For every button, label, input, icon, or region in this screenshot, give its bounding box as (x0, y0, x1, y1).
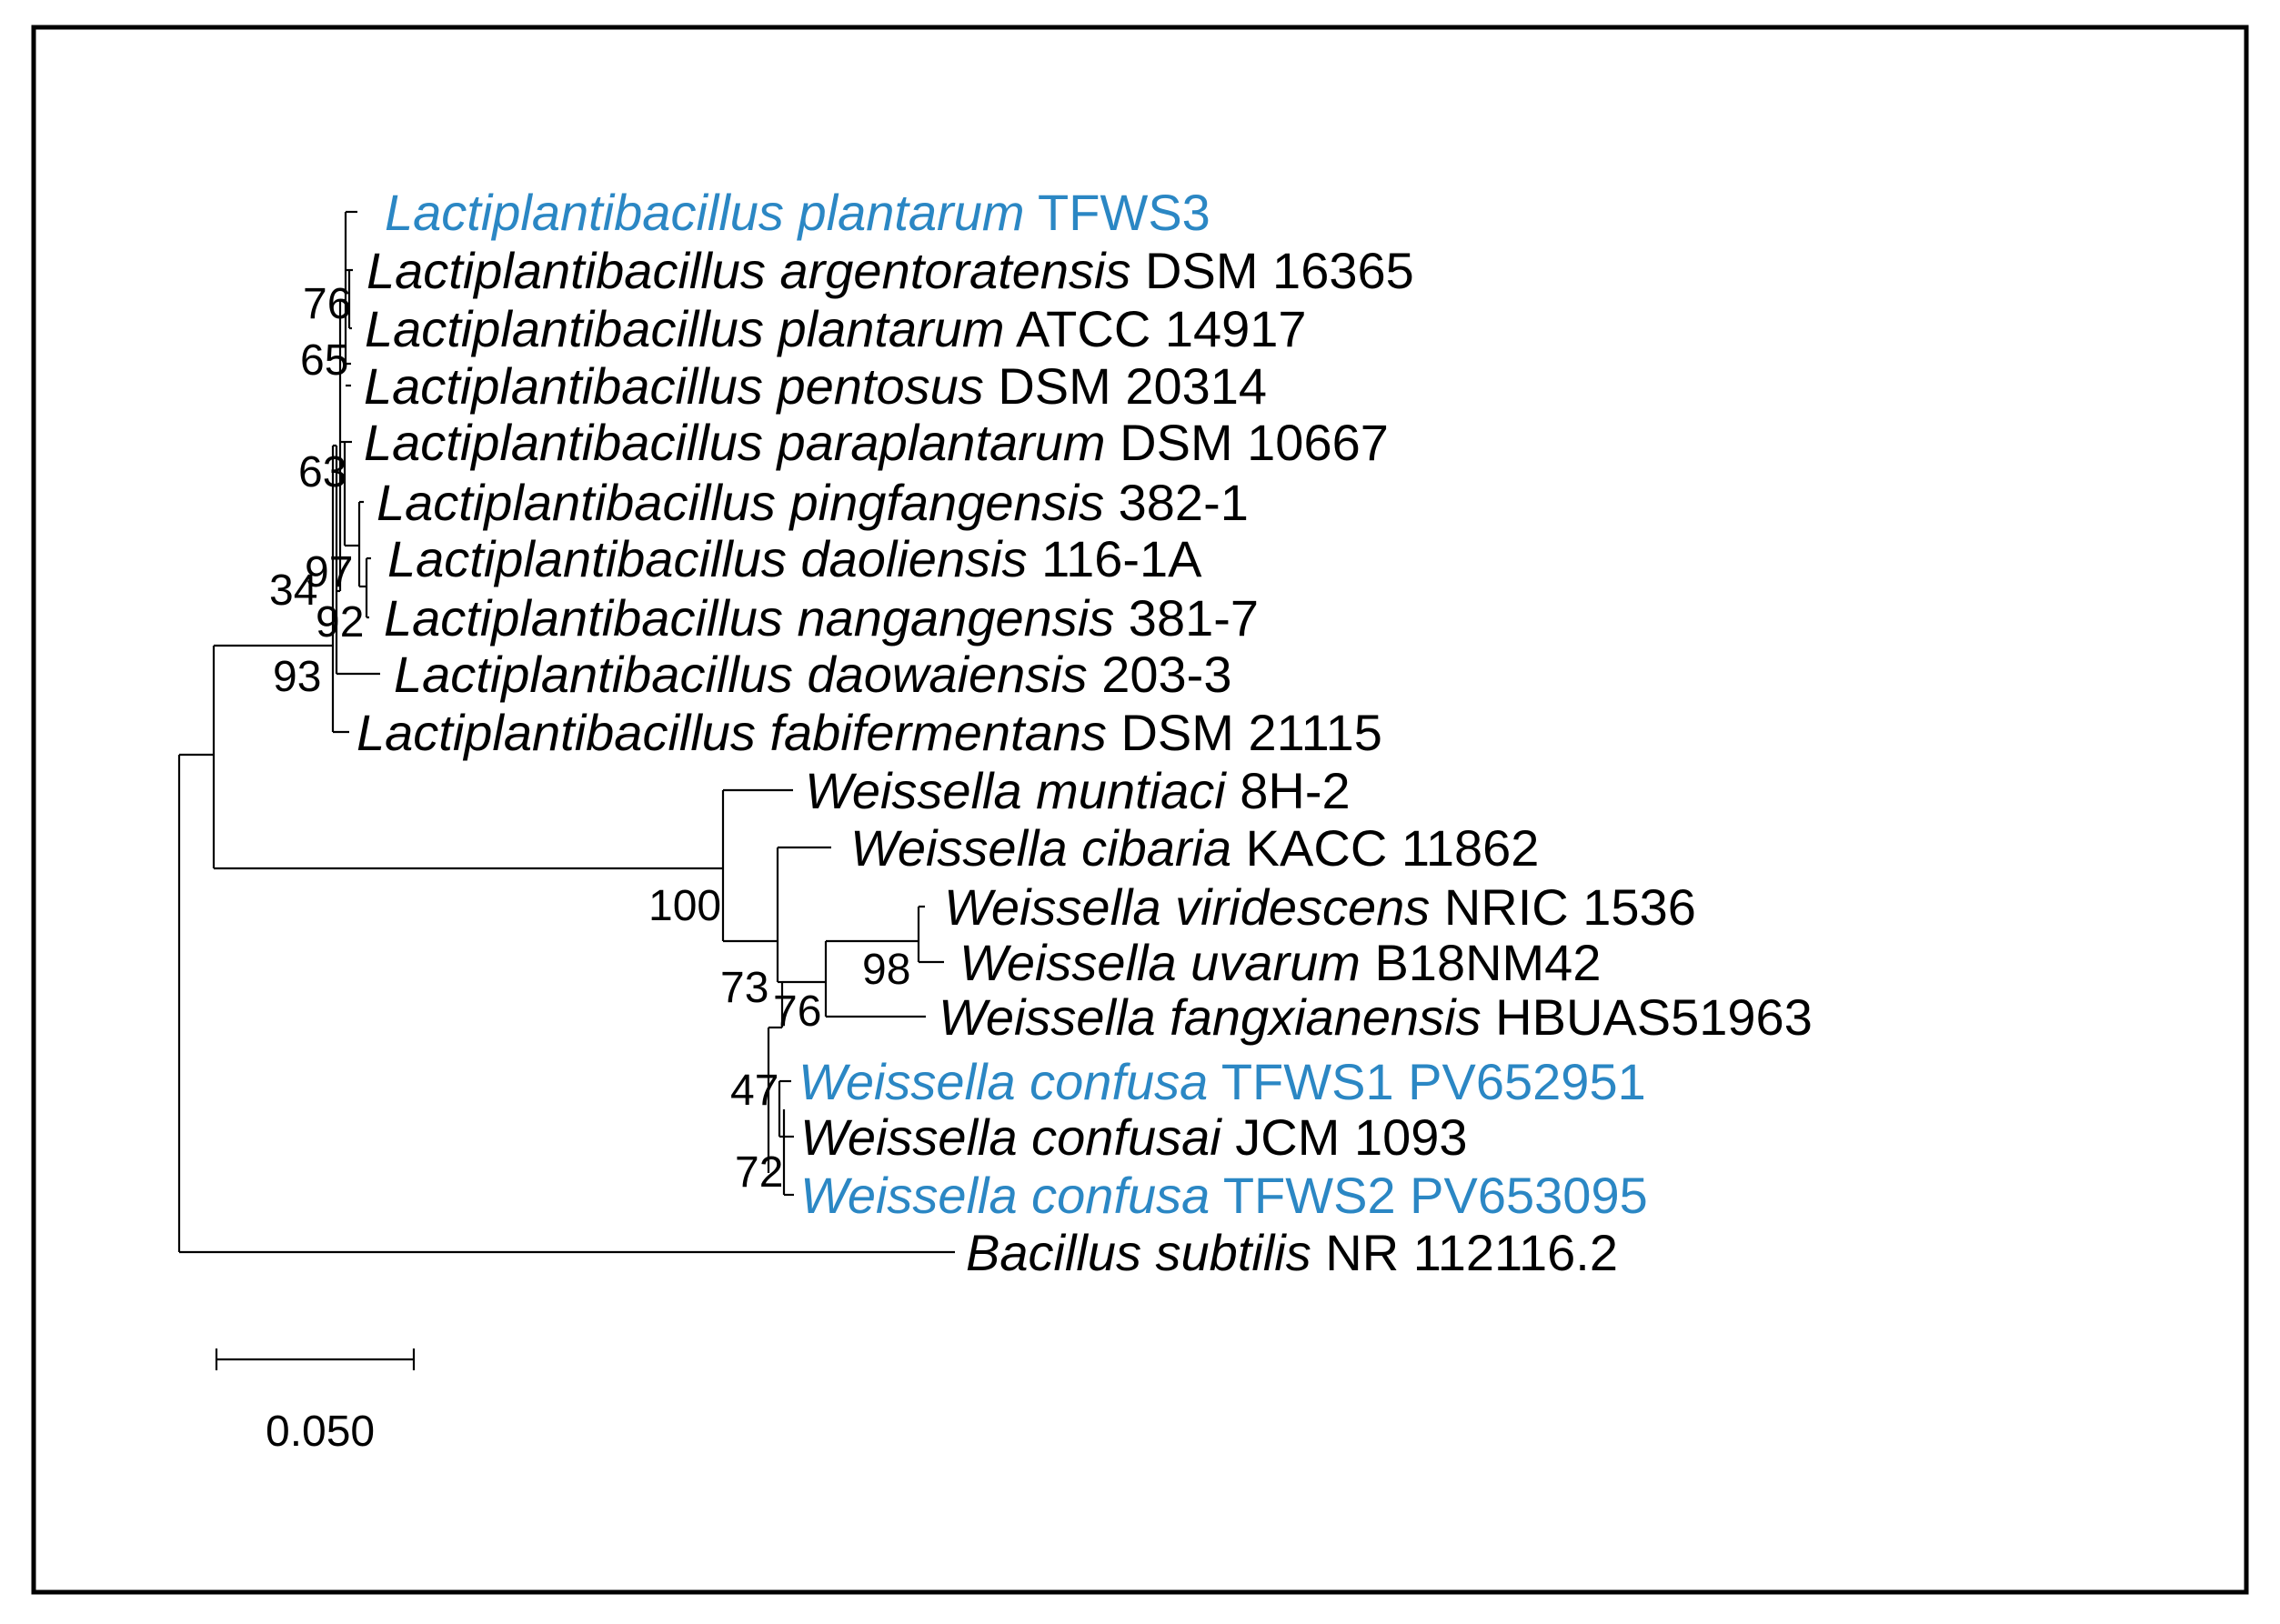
taxon-species: Lactiplantibacillus plantarum (365, 300, 1005, 357)
taxon-strain: NRIC 1536 (1430, 878, 1696, 936)
taxon-label-t10: Lactiplantibacillus fabifermentans DSM 2… (357, 704, 1382, 761)
taxon-label-t3: Lactiplantibacillus plantarum ATCC 14917 (365, 300, 1307, 357)
taxon-strain: 8H-2 (1226, 762, 1351, 819)
taxon-strain: DSM 16365 (1131, 242, 1414, 299)
bootstrap-value: 76 (303, 280, 351, 328)
taxon-strain: TFWS2 PV653095 (1210, 1167, 1647, 1224)
taxon-species: Weissella confusa (800, 1167, 1210, 1224)
taxon-strain: NR 112116.2 (1311, 1224, 1618, 1281)
bootstrap-value: 92 (316, 598, 364, 647)
taxon-label-t5: Lactiplantibacillus paraplantarum DSM 10… (364, 414, 1389, 471)
taxon-label-t8: Lactiplantibacillus nangangensis 381-7 (384, 589, 1259, 647)
taxon-strain: ATCC 14917 (1005, 300, 1307, 357)
taxon-strain: DSM 10667 (1106, 414, 1389, 471)
tree-branches (177, 210, 955, 1254)
taxon-strain: HBUAS51963 (1481, 988, 1813, 1046)
taxon-label-t19: Bacillus subtilis NR 112116.2 (966, 1224, 1618, 1281)
taxon-strain: TFWS3 (1025, 184, 1210, 241)
taxon-species: Lactiplantibacillus paraplantarum (364, 414, 1106, 471)
taxon-species: Weissella confusa (799, 1053, 1208, 1110)
taxon-label-t14: Weissella uvarum B18NM42 (959, 934, 1601, 991)
taxon-label-t1: Lactiplantibacillus plantarum TFWS3 (385, 184, 1210, 241)
taxon-strain: KACC 11862 (1231, 819, 1539, 877)
taxon-species: Lactiplantibacillus plantarum (385, 184, 1025, 241)
taxon-label-t9: Lactiplantibacillus daowaiensis 203-3 (394, 646, 1231, 703)
taxon-species: Lactiplantibacillus daowaiensis (394, 646, 1088, 703)
bootstrap-value: 76 (773, 987, 821, 1036)
bootstrap-value: 93 (273, 653, 321, 701)
taxon-label-t17: Weissella confusai JCM 1093 (800, 1108, 1468, 1166)
bootstrap-value: 34 (269, 566, 317, 615)
taxon-strain: 203-3 (1088, 646, 1232, 703)
bootstrap-value: 97 (305, 548, 353, 596)
taxon-species: Weissella cibaria (850, 819, 1231, 877)
taxon-species: Lactiplantibacillus pentosus (364, 357, 984, 415)
taxon-species: Weissella fangxianensis (939, 988, 1481, 1046)
taxon-strain: B18NM42 (1361, 934, 1602, 991)
taxon-species: Weissella viridescens (944, 878, 1430, 936)
bootstrap-value: 100 (648, 882, 721, 930)
bootstrap-value: 72 (735, 1148, 783, 1197)
taxon-species: Weissella muntiaci (805, 762, 1227, 819)
taxon-strain: 381-7 (1114, 589, 1259, 647)
taxon-strain: DSM 20314 (984, 357, 1267, 415)
taxon-strain: JCM 1093 (1221, 1108, 1468, 1166)
taxon-label-t16: Weissella confusa TFWS1 PV652951 (799, 1053, 1646, 1110)
taxon-strain: 116-1A (1028, 530, 1203, 587)
taxon-label-t18: Weissella confusa TFWS2 PV653095 (800, 1167, 1648, 1224)
taxon-label-t12: Weissella cibaria KACC 11862 (850, 819, 1539, 877)
taxon-label-t4: Lactiplantibacillus pentosus DSM 20314 (364, 357, 1267, 415)
bootstrap-value: 65 (300, 336, 348, 385)
bootstrap-value: 63 (298, 448, 347, 496)
taxon-species: Lactiplantibacillus argentoratensis (367, 242, 1131, 299)
scale-bar-label: 0.050 (266, 1408, 375, 1456)
taxon-label-t15: Weissella fangxianensis HBUAS51963 (939, 988, 1813, 1046)
bootstrap-value: 47 (730, 1067, 778, 1115)
taxon-strain: TFWS1 PV652951 (1208, 1053, 1645, 1110)
taxon-species: Lactiplantibacillus daoliensis (387, 530, 1028, 587)
scale-bar: 0.050 (215, 1348, 416, 1456)
bootstrap-value: 98 (862, 946, 910, 994)
taxon-strain: 382-1 (1104, 474, 1249, 531)
taxon-species: Weissella uvarum (959, 934, 1361, 991)
taxon-label-t7: Lactiplantibacillus daoliensis 116-1A (387, 530, 1202, 587)
taxon-species: Bacillus subtilis (966, 1224, 1311, 1281)
taxon-label-t11: Weissella muntiaci 8H-2 (805, 762, 1351, 819)
taxon-species: Weissella confusai (800, 1108, 1222, 1166)
taxon-label-t6: Lactiplantibacillus pingfangensis 382-1 (377, 474, 1249, 531)
taxon-labels: Lactiplantibacillus plantarum TFWS3Lacti… (357, 184, 1813, 1281)
taxon-label-t2: Lactiplantibacillus argentoratensis DSM … (367, 242, 1414, 299)
taxon-label-t13: Weissella viridescens NRIC 1536 (944, 878, 1696, 936)
bootstrap-value: 73 (720, 964, 768, 1012)
taxon-strain: DSM 21115 (1107, 704, 1382, 761)
figure-border (31, 25, 2249, 1595)
taxon-species: Lactiplantibacillus pingfangensis (377, 474, 1104, 531)
taxon-species: Lactiplantibacillus nangangensis (384, 589, 1114, 647)
taxon-species: Lactiplantibacillus fabifermentans (357, 704, 1107, 761)
